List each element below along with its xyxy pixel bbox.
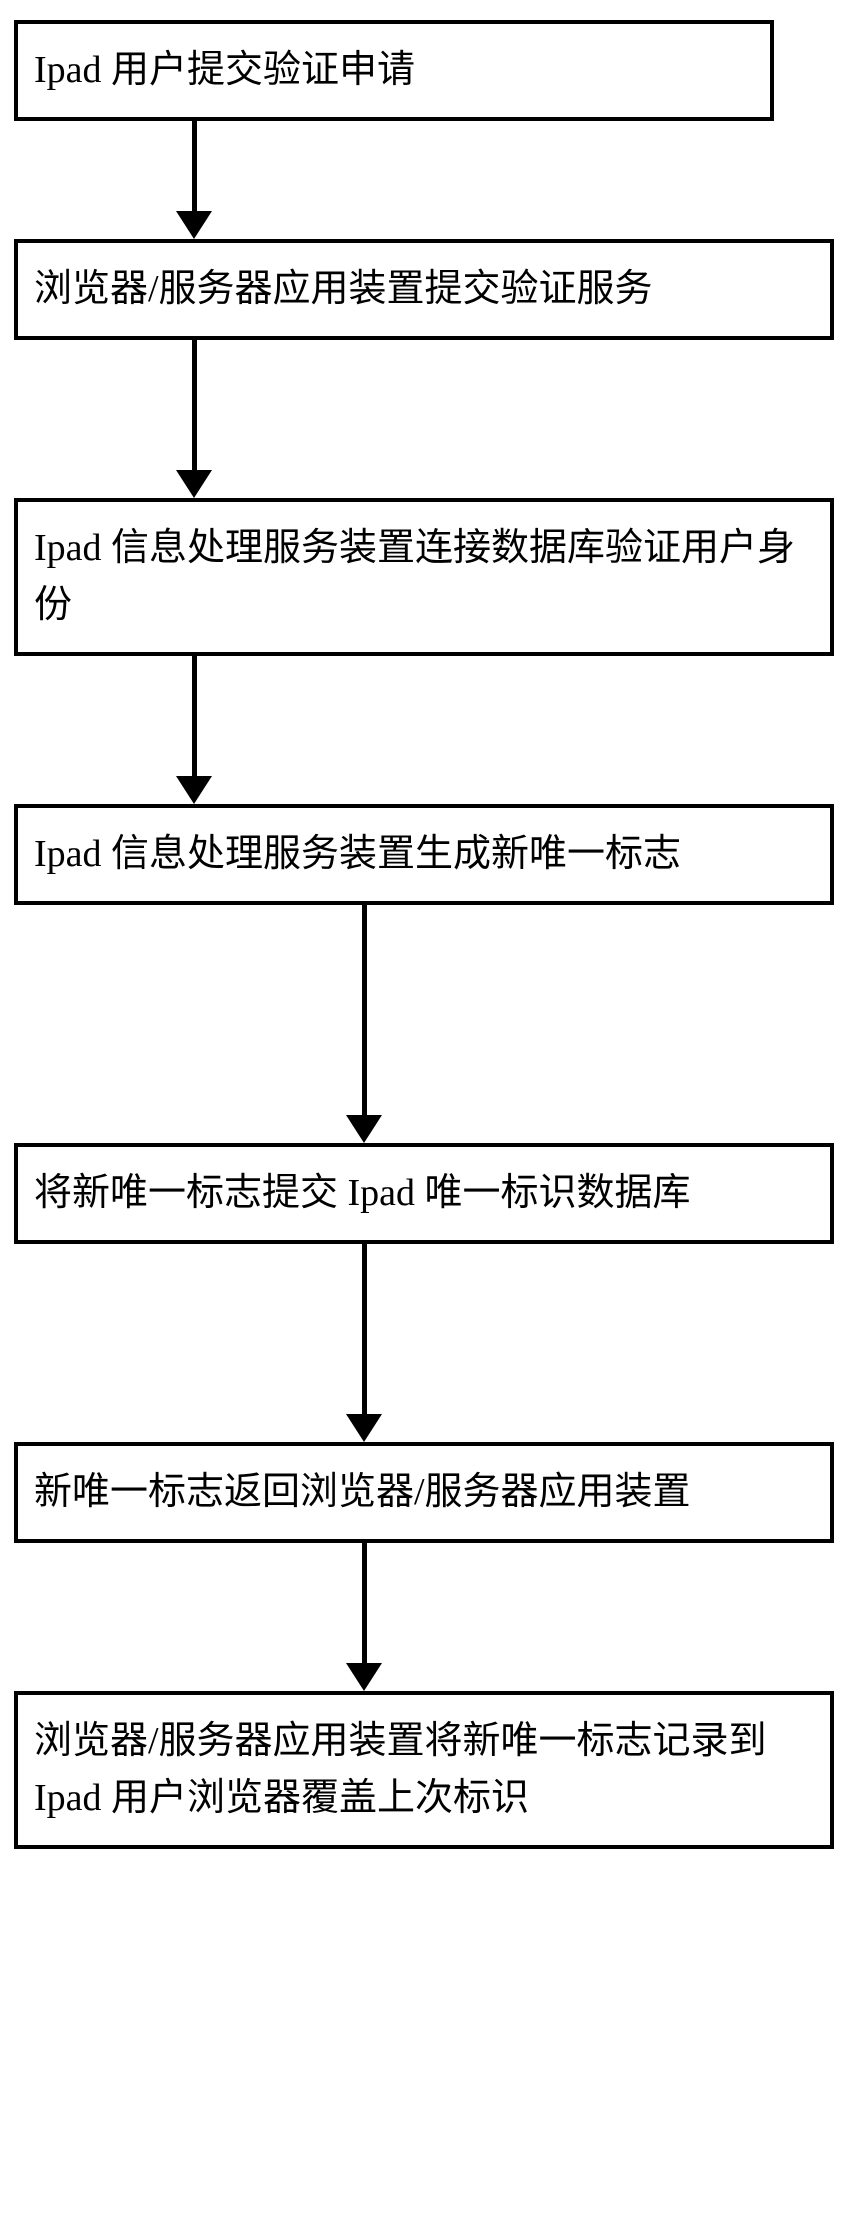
flow-arrow-n4-n5: [346, 905, 382, 1143]
arrow-line: [192, 656, 197, 776]
flow-arrow-n5-n6: [346, 1244, 382, 1442]
flow-node-n3: Ipad 信息处理服务装置连接数据库验证用户身份: [14, 498, 834, 656]
flow-node-n4: Ipad 信息处理服务装置生成新唯一标志: [14, 804, 834, 905]
arrow-head-icon: [346, 1414, 382, 1442]
arrow-head-icon: [346, 1115, 382, 1143]
arrow-head-icon: [176, 776, 212, 804]
arrow-line: [192, 340, 197, 470]
flow-arrow-n2-n3: [176, 340, 212, 498]
flowchart-container: Ipad 用户提交验证申请浏览器/服务器应用装置提交验证服务 Ipad 信息处理服…: [14, 20, 834, 1849]
arrow-line: [362, 1543, 367, 1663]
flow-node-n6: 新唯一标志返回浏览器/服务器应用装置: [14, 1442, 834, 1543]
flow-arrow-n3-n4: [176, 656, 212, 804]
arrow-line: [362, 1244, 367, 1414]
arrow-head-icon: [176, 470, 212, 498]
flow-arrow-n1-n2: [176, 121, 212, 239]
flow-node-n2: 浏览器/服务器应用装置提交验证服务: [14, 239, 834, 340]
arrow-head-icon: [346, 1663, 382, 1691]
arrow-head-icon: [176, 211, 212, 239]
flow-node-n7: 浏览器/服务器应用装置将新唯一标志记录到 Ipad 用户浏览器覆盖上次标识: [14, 1691, 834, 1849]
arrow-line: [362, 905, 367, 1115]
flow-node-n5: 将新唯一标志提交 Ipad 唯一标识数据库: [14, 1143, 834, 1244]
flow-node-n1: Ipad 用户提交验证申请: [14, 20, 774, 121]
arrow-line: [192, 121, 197, 211]
flow-arrow-n6-n7: [346, 1543, 382, 1691]
